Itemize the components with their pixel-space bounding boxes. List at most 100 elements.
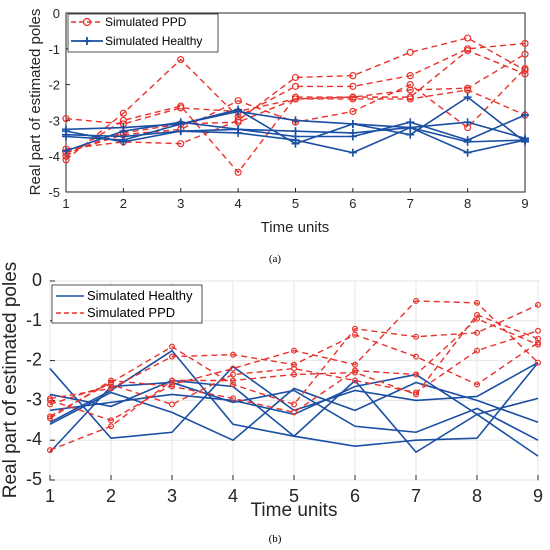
ppd-data-point (464, 46, 472, 55)
ppd-data-point (349, 95, 357, 103)
y-tick-label: -3 (26, 389, 42, 409)
ppd-data-point (46, 395, 53, 402)
ppd-data-point (521, 39, 529, 48)
ppd-data-point (349, 82, 357, 90)
healthy-data-point (463, 148, 472, 157)
y-tick-label: 0 (53, 6, 60, 21)
healthy-data-point (176, 118, 185, 127)
legend-label-healthy-a: Simulated Healthy (105, 34, 202, 48)
ppd-data-point (119, 116, 127, 125)
ppd-data-point (291, 95, 300, 103)
ppd-data-point (474, 311, 481, 318)
healthy-data-point (348, 128, 357, 137)
ppd-data-point (169, 343, 176, 350)
ppd-data-point (107, 417, 114, 424)
series-group-b (46, 297, 541, 457)
ppd-data-point (230, 365, 237, 372)
ppd-data-point (291, 409, 298, 416)
ppd-data-point (177, 104, 185, 112)
ppd-data-point (474, 347, 481, 354)
ppd-series-line (49, 330, 539, 406)
ppd-series-line (49, 313, 539, 451)
ppd-data-point (234, 118, 242, 126)
ppd-data-point (291, 82, 300, 90)
x-tick-label: 4 (228, 486, 238, 506)
ppd-data-point (291, 73, 300, 82)
ppd-data-point (291, 361, 298, 368)
ppd-data-point (234, 97, 242, 105)
ppd-data-point (177, 55, 185, 64)
ppd-data-point (406, 48, 414, 56)
ppd-data-point (352, 361, 359, 368)
y-axis-label-a: Real part of estimated poles (27, 9, 44, 196)
ppd-data-point (230, 381, 237, 388)
healthy-data-point (291, 127, 300, 136)
y-tick-label: -1 (48, 42, 60, 57)
y-tick-label: -2 (26, 350, 42, 370)
ppd-series-line (65, 89, 526, 154)
legend-box-b (51, 284, 203, 324)
ppd-data-point (62, 115, 70, 123)
ppd-data-point (352, 367, 359, 374)
series-group-a (62, 34, 529, 176)
ppd-data-point (169, 377, 176, 384)
ppd-data-point (107, 385, 114, 392)
ppd-series-line (65, 42, 526, 161)
healthy-series-line (49, 362, 539, 447)
ppd-data-point (406, 72, 414, 80)
ppd-data-point (534, 301, 541, 308)
y-tick-label: -5 (48, 185, 60, 200)
ppd-data-point (464, 34, 472, 42)
x-tick-label: 5 (289, 486, 299, 506)
x-tick-label: 1 (45, 486, 55, 506)
ppd-data-point (413, 391, 420, 398)
y-tick-label: -4 (26, 429, 42, 449)
chart-panel-a: Real part of estimated poles Time units … (27, 6, 529, 265)
legend-label-healthy-b: Simulated Healthy (87, 288, 193, 303)
ppd-data-point (474, 315, 481, 322)
healthy-data-point (291, 116, 300, 125)
healthy-data-point (176, 127, 185, 136)
ppd-series-line (49, 317, 539, 419)
ppd-data-point (406, 95, 414, 103)
ppd-data-point (413, 297, 420, 304)
chart-panel-b: Real part of estimated poles Time units … (0, 262, 543, 545)
ppd-data-point (474, 329, 481, 336)
ppd-series-line (49, 304, 539, 417)
x-tick-label: 4 (235, 196, 242, 211)
healthy-data-point (348, 148, 357, 157)
legend-box-a (67, 13, 219, 53)
ppd-data-point (534, 327, 541, 334)
x-axis-label-a: Time units (261, 219, 330, 236)
y-tick-label: 0 (32, 270, 42, 290)
ppd-data-point (230, 395, 237, 402)
ppd-data-point (534, 339, 541, 346)
healthy-data-point (348, 119, 357, 128)
healthy-data-point (62, 146, 70, 155)
ppd-series-line (65, 49, 526, 125)
x-tick-label: 5 (292, 196, 299, 211)
healthy-data-point (119, 132, 128, 141)
caption-a: (a) (269, 253, 282, 265)
x-tick-label: 7 (407, 196, 414, 211)
x-tick-label: 6 (350, 486, 360, 506)
y-tick-label: -2 (48, 78, 60, 93)
ppd-data-point (521, 64, 529, 73)
ppd-data-point (406, 86, 414, 94)
ppd-data-point (352, 325, 359, 332)
x-tick-label: 6 (349, 196, 356, 211)
ppd-data-point (464, 86, 472, 94)
ppd-data-point (169, 353, 176, 360)
healthy-data-point (291, 139, 300, 148)
healthy-data-point (234, 125, 243, 134)
ppd-data-point (291, 371, 298, 378)
x-tick-label: 2 (106, 486, 116, 506)
ppd-data-point (474, 381, 481, 388)
ppd-data-point (413, 353, 420, 360)
healthy-data-point (463, 93, 472, 102)
healthy-data-point (406, 123, 415, 132)
ppd-data-point (521, 70, 529, 78)
ppd-series-line (49, 333, 539, 400)
ppd-data-point (107, 377, 114, 384)
